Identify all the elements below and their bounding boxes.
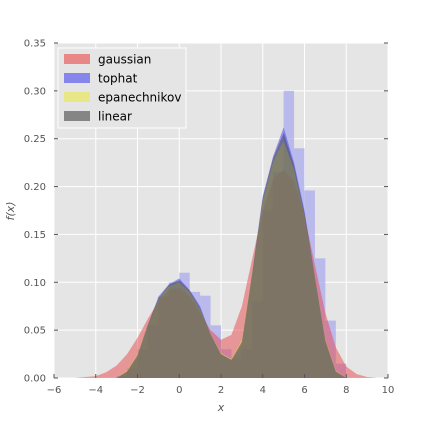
- y-tick-label: 0.25: [24, 134, 46, 145]
- y-axis-label: f(x): [4, 202, 17, 221]
- x-tick-label: 2: [218, 385, 224, 396]
- x-axis-ticks: −6 −4 −2 0 2 4 6 8 10: [47, 374, 395, 396]
- legend-label-epanechnikov: epanechnikov: [98, 91, 181, 105]
- y-tick-label: 0.20: [24, 182, 46, 193]
- y-tick-label: 0.05: [24, 326, 46, 337]
- legend-swatch-tophat: [64, 73, 90, 83]
- y-tick-label: 0.15: [24, 230, 46, 241]
- x-tick-label: 4: [260, 385, 266, 396]
- y-tick-label: 0.10: [24, 278, 46, 289]
- x-tick-label: −6: [47, 385, 62, 396]
- density-areas: [74, 127, 388, 378]
- x-tick-label: 6: [301, 385, 307, 396]
- x-tick-label: 8: [343, 385, 349, 396]
- legend-swatch-linear: [64, 111, 90, 121]
- x-tick-label: −4: [88, 385, 103, 396]
- x-axis-label: x: [217, 401, 225, 414]
- legend-swatch-epanechnikov: [64, 92, 90, 102]
- y-tick-label: 0.30: [24, 86, 46, 97]
- legend-label-gaussian: gaussian: [98, 53, 151, 67]
- x-tick-label: 0: [176, 385, 182, 396]
- x-tick-label: 10: [382, 385, 395, 396]
- legend: gaussian tophat epanechnikov linear: [57, 47, 187, 129]
- y-tick-label: 0.00: [24, 374, 46, 385]
- x-tick-label: −2: [130, 385, 145, 396]
- legend-label-linear: linear: [98, 110, 132, 124]
- density-area-linear: [74, 132, 388, 378]
- y-tick-label: 0.35: [24, 39, 46, 50]
- legend-swatch-gaussian: [64, 54, 90, 64]
- y-axis-ticks: 0.00 0.05 0.10 0.15 0.20 0.25 0.30 0.35: [24, 39, 388, 385]
- legend-label-tophat: tophat: [98, 72, 138, 86]
